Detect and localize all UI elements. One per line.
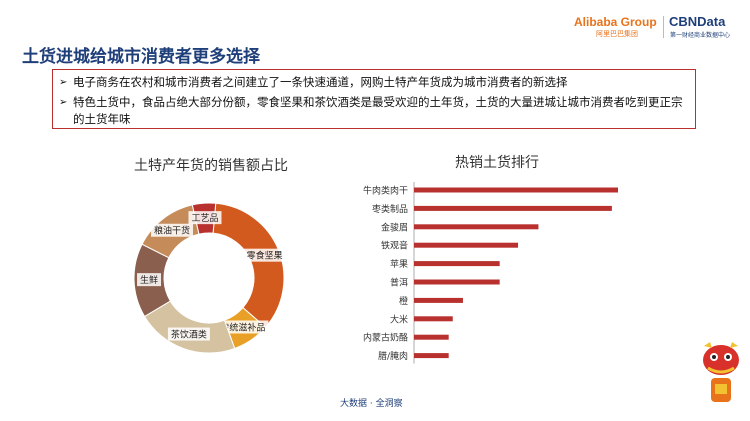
bar: [414, 187, 618, 193]
bar-category-label: 内蒙古奶酪: [363, 332, 408, 344]
bar-category-label: 牛肉类肉干: [363, 185, 408, 197]
bar-category-label: 普洱: [390, 277, 408, 289]
bar: [414, 261, 500, 267]
donut-slice-label: 粮油干货: [154, 225, 190, 237]
lion-dance-mascot-icon: [703, 342, 739, 402]
arrow-right-icon: ➢: [59, 77, 68, 88]
donut-chart-title: 土特产年货的销售额占比: [134, 158, 288, 174]
bar: [414, 334, 449, 340]
donut-label-bg: [167, 327, 210, 341]
bar: [414, 242, 519, 248]
donut-label-bg: [243, 248, 286, 262]
donut-slice-label: 传统滋补品: [220, 321, 265, 333]
cbndata-logo-subtitle: 第一财经商业数据中心: [670, 32, 731, 39]
summary-box: ➢ 电子商务在农村和城市消费者之间建立了一条快速通道，网购土特产年货成为城市消费…: [52, 69, 696, 129]
bar-category-label: 铁观音: [381, 240, 408, 252]
summary-bullet: ➢ 特色土货中，食品占绝大部分份额，零食坚果和茶饮酒类是最受欢迎的土年货，土货的…: [59, 94, 689, 128]
bar: [414, 297, 463, 303]
cbndata-logo: CBNData: [669, 14, 726, 29]
donut-slice: [212, 202, 285, 329]
donut-slice-label: 零食坚果: [247, 250, 283, 262]
donut-label-bg: [188, 211, 222, 225]
alibaba-logo: Alibaba Group: [574, 15, 657, 29]
donut-label-bg: [137, 273, 162, 287]
bar: [414, 205, 612, 211]
bar-category-label: 枣类制品: [372, 203, 408, 215]
footer-slogan: 大数据 · 全洞察: [340, 399, 403, 409]
donut-label-bg: [217, 320, 269, 334]
donut-slice-label: 茶饮酒类: [171, 329, 207, 341]
arrow-right-icon: ➢: [59, 97, 68, 108]
donut-slice-label: 生鲜: [140, 274, 158, 286]
bar: [414, 224, 539, 230]
bar-category-label: 腊/腌肉: [378, 350, 408, 362]
logo-divider: [663, 16, 664, 38]
bar-category-label: 金骏眉: [381, 221, 408, 233]
summary-bullet: ➢ 电子商务在农村和城市消费者之间建立了一条快速通道，网购土特产年货成为城市消费…: [59, 74, 679, 91]
bar-category-label: 苹果: [390, 258, 408, 270]
donut-slice-label: 工艺品: [191, 213, 218, 224]
summary-bullet-text: 特色土货中，食品占绝大部分份额，零食坚果和茶饮酒类是最受欢迎的土年货，土货的大量…: [73, 95, 683, 126]
bar: [414, 316, 453, 322]
bar: [414, 353, 449, 359]
bar-category-label: 橙: [399, 295, 408, 307]
bar: [414, 279, 500, 285]
alibaba-logo-subtitle: 阿里巴巴集团: [596, 30, 638, 38]
page-title: 土货进城给城市消费者更多选择: [22, 47, 260, 67]
summary-bullet-text: 电子商务在农村和城市消费者之间建立了一条快速通道，网购土特产年货成为城市消费者的…: [73, 75, 568, 89]
bar-category-label: 大米: [390, 313, 408, 325]
bar-chart-title: 热销土货排行: [455, 155, 539, 171]
donut-label-bg: [151, 223, 194, 237]
